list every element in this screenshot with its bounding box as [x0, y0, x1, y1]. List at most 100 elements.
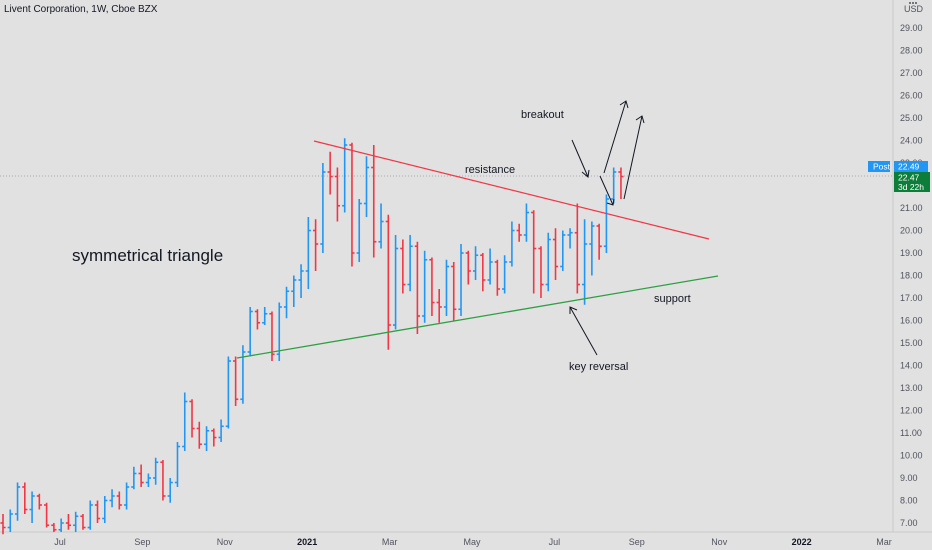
- ohlc-bar: [138, 464, 144, 487]
- ohlc-bar: [102, 496, 108, 523]
- x-tick-label: Jul: [549, 537, 561, 547]
- ohlc-bar: [538, 246, 544, 298]
- chart-title: Livent Corporation, 1W, Cboe BZX: [4, 4, 158, 15]
- ohlc-bar: [145, 473, 151, 487]
- post-price-value: 22.49: [898, 162, 920, 172]
- ohlc-bar: [7, 509, 13, 532]
- x-tick-label: 2021: [297, 537, 317, 547]
- support-trendline[interactable]: [236, 275, 719, 359]
- ohlc-bar: [254, 309, 261, 330]
- ohlc-bar: [29, 491, 35, 523]
- ohlc-bar: [385, 214, 391, 350]
- post-tag: [868, 161, 890, 172]
- x-tick-label: Nov: [217, 537, 234, 547]
- ohlc-bar: [182, 392, 188, 451]
- last-price-value: 22.47: [898, 173, 920, 183]
- ohlc-bar: [196, 421, 202, 449]
- post-tag-label: Post: [873, 162, 891, 172]
- ohlc-bar: [313, 219, 319, 271]
- breakout-arrow-icon: [571, 139, 590, 178]
- y-tick-label: 7.00: [900, 518, 918, 528]
- ohlc-bar: [262, 307, 268, 325]
- y-tick-label: 12.00: [900, 406, 923, 416]
- breakout-label: breakout: [521, 109, 564, 121]
- y-tick-label: 19.00: [900, 248, 923, 258]
- resistance-label: resistance: [465, 164, 515, 176]
- y-tick-label: 29.00: [900, 23, 923, 33]
- ohlc-bar: [574, 203, 580, 294]
- ohlc-bar: [131, 466, 137, 490]
- key-reversal-arrow-icon: [569, 306, 598, 356]
- ohlc-bar: [349, 142, 355, 267]
- ohlc-bar: [589, 221, 595, 276]
- ohlc-bar: [531, 210, 537, 294]
- ohlc-bar: [596, 223, 602, 260]
- ohlc-bar: [494, 259, 500, 296]
- x-tick-label: Jul: [54, 537, 66, 547]
- ohlc-bar: [174, 442, 181, 487]
- support-label: support: [654, 293, 691, 305]
- y-tick-label: 13.00: [900, 383, 923, 393]
- key-reversal-label: key reversal: [569, 361, 628, 373]
- projection-arrow-1-icon: [603, 100, 629, 174]
- ohlc-bar: [356, 199, 362, 262]
- ohlc-bar: [422, 250, 428, 323]
- y-tick-label: 16.00: [900, 316, 923, 326]
- pattern-label: symmetrical triangle: [72, 246, 223, 265]
- ohlc-bar: [429, 257, 435, 316]
- ohlc-bar: [611, 167, 617, 204]
- x-tick-label: Sep: [629, 537, 645, 547]
- ohlc-bar: [153, 457, 159, 485]
- ohlc-bar: [414, 241, 420, 334]
- y-tick-label: 17.00: [900, 293, 923, 303]
- ohlc-bar: [342, 138, 348, 213]
- currency-label: USD: [904, 4, 924, 14]
- ohlc-bar: [560, 230, 566, 271]
- ohlc-bar: [516, 223, 522, 242]
- last-price-badge: 22.47 3d 22h: [894, 172, 930, 192]
- ohlc-bar: [211, 428, 217, 447]
- x-tick-label: 2022: [792, 537, 812, 547]
- ohlc-bar: [378, 203, 384, 249]
- y-tick-label: 27.00: [900, 68, 923, 78]
- y-tick-label: 18.00: [900, 271, 923, 281]
- post-price-tag: [894, 161, 928, 172]
- ohlc-bar: [233, 356, 239, 406]
- time-axis[interactable]: Jul Sep Nov 2021 Mar May Jul Sep Nov 2022 Mar: [54, 537, 892, 547]
- ohlc-bar: [582, 219, 588, 305]
- ohlc-bar: [22, 482, 28, 514]
- pullback-arrow-icon: [599, 175, 615, 206]
- ohlc-bar: [436, 289, 442, 323]
- ohlc-bar: [392, 235, 399, 330]
- y-tick-label: 15.00: [900, 338, 923, 348]
- ohlc-bars: [0, 138, 624, 535]
- ohlc-bar: [240, 345, 246, 404]
- ohlc-bar: [334, 167, 341, 222]
- ohlc-bar: [523, 203, 530, 242]
- ohlc-bar: [65, 514, 72, 530]
- ohlc-bar: [189, 399, 195, 438]
- y-tick-label: 26.00: [900, 91, 923, 101]
- resistance-trendline[interactable]: [313, 140, 710, 240]
- ohlc-bar: [218, 419, 224, 442]
- chart-menu-icon[interactable]: [909, 2, 917, 4]
- ohlc-bar: [87, 500, 93, 530]
- ohlc-bar: [51, 523, 57, 532]
- ohlc-bar: [36, 493, 42, 510]
- y-tick-label: 10.00: [900, 451, 923, 461]
- ohlc-bar: [458, 244, 464, 316]
- price-axis[interactable]: 7.00 8.00 9.00 10.00 11.00 12.00 13.00 14.00 15.…: [900, 23, 923, 528]
- ohlc-bar: [371, 145, 377, 258]
- x-tick-label: Mar: [876, 537, 892, 547]
- post-price-badge: Post 22.49: [868, 161, 928, 172]
- ohlc-bar: [305, 217, 311, 289]
- ohlc-bar: [14, 482, 21, 521]
- ohlc-bar: [487, 248, 493, 285]
- ohlc-bar: [451, 262, 457, 321]
- ohlc-bar: [509, 221, 515, 267]
- annotation-arrows: [569, 100, 645, 356]
- y-tick-label: 14.00: [900, 361, 923, 371]
